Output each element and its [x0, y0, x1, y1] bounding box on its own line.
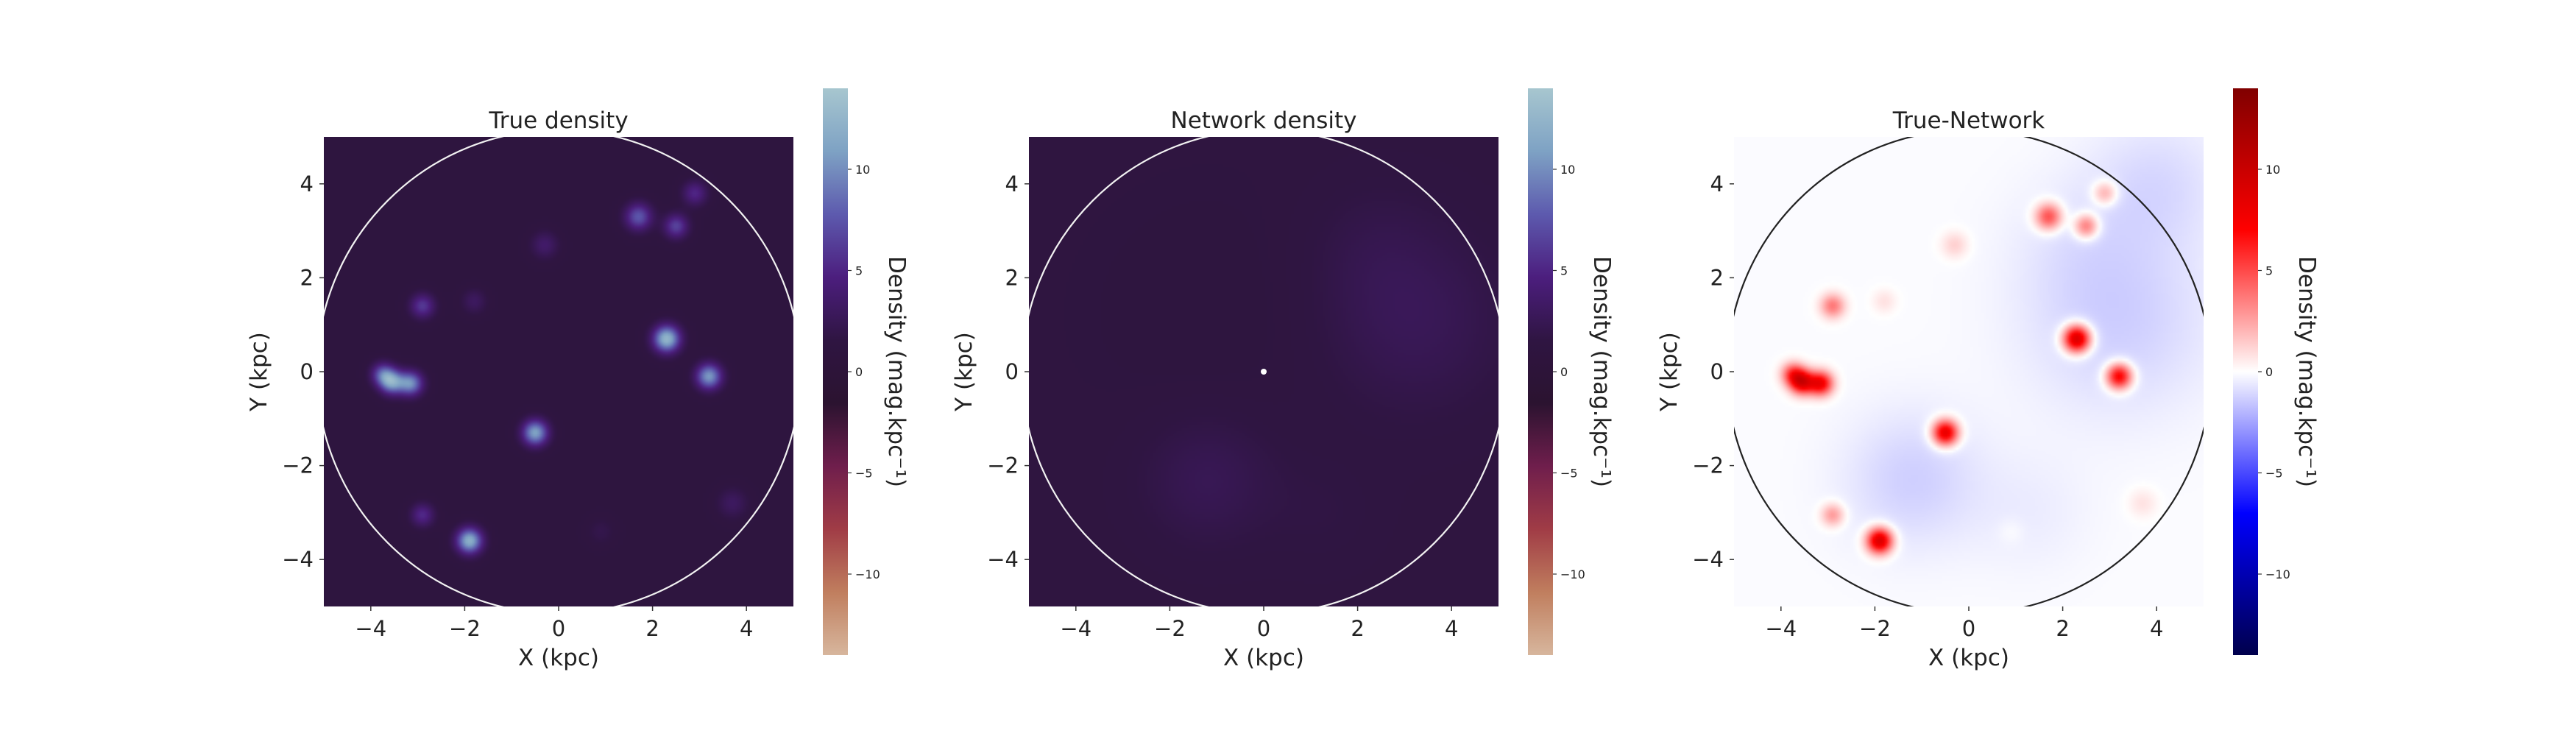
y-tick-label: 0 — [300, 359, 314, 384]
x-tick-label: 2 — [2056, 616, 2069, 641]
x-axis-label: X (kpc) — [1928, 645, 2009, 671]
colorbar-tick-label: 10 — [2265, 163, 2280, 177]
colorbar: −10 −5 0 5 10 Density (mag.kpc⁻¹) — [823, 88, 910, 655]
colorbar: −10 −5 0 5 10 Density (mag.kpc⁻¹) — [1528, 88, 1615, 655]
panel-1: True density −4 −2 0 2 4 −4 −2 0 2 4 X (kpc) Y (kpc)… — [246, 88, 910, 671]
colorbar-tick-label: 5 — [2265, 264, 2273, 278]
y-tick-label: 4 — [1710, 171, 1724, 197]
x-tick-label: −2 — [1154, 616, 1186, 641]
x-tick-label: 0 — [552, 616, 565, 641]
colorbar-tick-label: −5 — [2265, 467, 2283, 481]
centre-marker — [1261, 369, 1267, 375]
y-axis-label: Y (kpc) — [246, 332, 272, 412]
colorbar-gradient — [2233, 88, 2258, 655]
colorbar-label: Density (mag.kpc⁻¹) — [2293, 256, 2320, 487]
x-tick-label: 4 — [2150, 616, 2163, 641]
x-tick-label: −2 — [449, 616, 481, 641]
x-tick-label: −4 — [355, 616, 386, 641]
chart-title: True density — [488, 107, 628, 134]
y-tick-label: 2 — [1005, 265, 1019, 290]
colorbar: −10 −5 0 5 10 Density (mag.kpc⁻¹) — [2233, 88, 2320, 655]
y-tick-label: 2 — [300, 265, 314, 290]
colorbar-label: Density (mag.kpc⁻¹) — [1588, 256, 1615, 487]
chart-title: True-Network — [1892, 107, 2045, 134]
x-tick-label: −2 — [1859, 616, 1891, 641]
y-tick-label: 0 — [1710, 359, 1724, 384]
colorbar-tick-label: 5 — [855, 264, 863, 278]
y-tick-label: 2 — [1710, 265, 1724, 290]
y-tick-label: 4 — [1005, 171, 1019, 197]
y-tick-label: 4 — [300, 171, 314, 197]
y-axis-label: Y (kpc) — [1656, 332, 1682, 412]
colorbar-tick-label: −10 — [2265, 567, 2290, 581]
colorbar-tick-label: 0 — [1560, 365, 1568, 379]
x-axis-label: X (kpc) — [1223, 645, 1304, 671]
colorbar-gradient — [1528, 88, 1553, 655]
x-tick-label: 4 — [1445, 616, 1458, 641]
y-tick-label: −4 — [1692, 547, 1724, 572]
colorbar-tick-label: 10 — [855, 163, 870, 177]
colorbar-tick-label: 5 — [1560, 264, 1568, 278]
x-tick-label: 2 — [1351, 616, 1364, 641]
colorbar-tick-label: −10 — [855, 567, 880, 581]
x-tick-label: −4 — [1765, 616, 1797, 641]
colorbar-tick-label: −5 — [855, 467, 873, 481]
chart-title: Network density — [1171, 107, 1357, 134]
colorbar-tick-label: 0 — [855, 365, 863, 379]
y-tick-label: −2 — [987, 453, 1019, 478]
y-axis-label: Y (kpc) — [951, 332, 977, 412]
colorbar-tick-label: −5 — [1560, 467, 1578, 481]
colorbar-tick-label: −10 — [1560, 567, 1585, 581]
y-tick-label: −2 — [1692, 453, 1724, 478]
colorbar-tick-label: 0 — [2265, 365, 2273, 379]
x-tick-label: 0 — [1257, 616, 1270, 641]
panel-2: Network density −4 −2 0 2 4 −4 −2 0 2 4 X (kpc) Y (k… — [951, 88, 1615, 671]
density-map — [324, 137, 793, 606]
x-tick-label: −4 — [1060, 616, 1091, 641]
y-tick-label: 0 — [1005, 359, 1019, 384]
x-axis-label: X (kpc) — [518, 645, 599, 671]
x-tick-label: 4 — [740, 616, 753, 641]
y-tick-label: −4 — [282, 547, 314, 572]
x-tick-label: 2 — [645, 616, 659, 641]
colorbar-label: Density (mag.kpc⁻¹) — [883, 256, 910, 487]
density-map — [1734, 137, 2204, 606]
colorbar-gradient — [823, 88, 848, 655]
x-tick-label: 0 — [1962, 616, 1975, 641]
panel-3: True-Network −4 −2 0 2 4 −4 −2 0 2 4 X (kpc) Y (kpc)… — [1656, 88, 2320, 671]
y-tick-label: −2 — [282, 453, 314, 478]
colorbar-tick-label: 10 — [1560, 163, 1575, 177]
y-tick-label: −4 — [987, 547, 1019, 572]
